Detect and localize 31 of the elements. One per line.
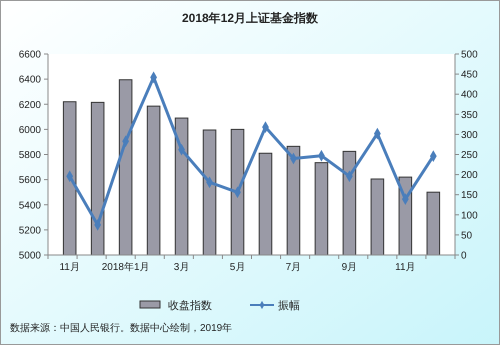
y2-tick-label: 400 [461, 90, 478, 101]
y-tick-label: 6400 [18, 74, 42, 86]
y-tick-label: 6200 [18, 100, 42, 111]
y2-tick-label: 100 [461, 210, 478, 222]
y2-tick-label: 150 [461, 190, 478, 202]
x-tick-label: 11月 [395, 262, 416, 273]
y-tick-label: 6600 [18, 50, 42, 60]
y-tick-label: 5000 [18, 250, 42, 262]
y-tick-label: 5200 [18, 225, 42, 236]
y-tick-label: 5400 [18, 200, 42, 212]
y2-tick-label: 300 [461, 130, 478, 141]
y-tick-label: 5600 [18, 175, 42, 186]
y2-tick-label: 450 [461, 70, 478, 81]
y2-tick-label: 500 [461, 50, 478, 60]
x-tick-label: 9月 [342, 262, 358, 273]
y2-tick-label: 350 [461, 110, 478, 121]
x-tick-label: 3月 [174, 262, 190, 273]
y2-tick-label: 0 [461, 250, 467, 262]
legend-label: 收盘指数 [168, 300, 212, 312]
legend-label: 振幅 [278, 300, 300, 312]
y2-tick-label: 250 [461, 150, 478, 161]
chart-title: 2018年12月上证基金指数 [182, 11, 320, 25]
x-tick-label: 5月 [230, 262, 246, 273]
y2-tick-label: 50 [461, 230, 473, 242]
x-tick-label: 7月 [286, 262, 302, 273]
x-tick-label: 2018年1月 [102, 261, 150, 273]
y-tick-label: 6000 [18, 124, 42, 136]
x-tick-label: 11月 [59, 262, 80, 273]
y2-tick-label: 200 [461, 170, 478, 182]
source-note: 数据来源：中国人民银行。数据中心绘制，2019年 [10, 322, 232, 334]
y-tick-label: 5800 [18, 150, 42, 161]
